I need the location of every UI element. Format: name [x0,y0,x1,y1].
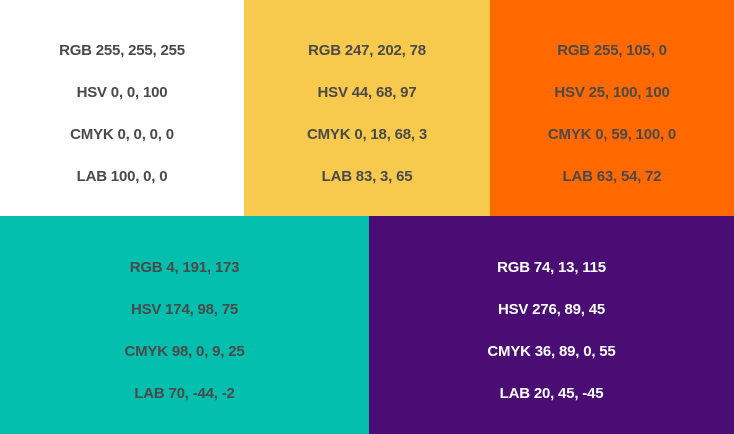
cmyk-label: CMYK 0, 18, 68, 3 [307,126,427,143]
lab-label: LAB 63, 54, 72 [562,168,662,185]
lab-label: LAB 70, -44, -2 [134,385,235,402]
hsv-label: HSV 174, 98, 75 [130,301,239,318]
hsv-label: HSV 25, 100, 100 [554,84,670,101]
rgb-label: RGB 255, 255, 255 [59,42,185,59]
rgb-label: RGB 247, 202, 78 [308,42,426,59]
swatch-orange: RGB 255, 105, 0 HSV 25, 100, 100 CMYK 0,… [490,0,734,216]
hsv-label: HSV 44, 68, 97 [317,84,417,101]
lab-label: LAB 83, 3, 65 [321,168,413,185]
swatch-white: RGB 255, 255, 255 HSV 0, 0, 100 CMYK 0, … [0,0,244,216]
hsv-label: HSV 0, 0, 100 [76,84,168,101]
swatch-teal: RGB 4, 191, 173 HSV 174, 98, 75 CMYK 98,… [0,216,369,434]
swatch-yellow: RGB 247, 202, 78 HSV 44, 68, 97 CMYK 0, … [244,0,490,216]
cmyk-label: CMYK 0, 0, 0, 0 [70,126,174,143]
cmyk-label: CMYK 36, 89, 0, 55 [487,343,616,360]
lab-label: LAB 100, 0, 0 [76,168,168,185]
hsv-label: HSV 276, 89, 45 [497,301,606,318]
rgb-label: RGB 255, 105, 0 [557,42,667,59]
rgb-label: RGB 4, 191, 173 [129,259,240,276]
rgb-label: RGB 74, 13, 115 [497,259,606,276]
cmyk-label: CMYK 0, 59, 100, 0 [547,126,677,143]
lab-label: LAB 20, 45, -45 [499,385,604,402]
swatch-purple: RGB 74, 13, 115 HSV 276, 89, 45 CMYK 36,… [369,216,734,434]
cmyk-label: CMYK 98, 0, 9, 25 [124,343,245,360]
